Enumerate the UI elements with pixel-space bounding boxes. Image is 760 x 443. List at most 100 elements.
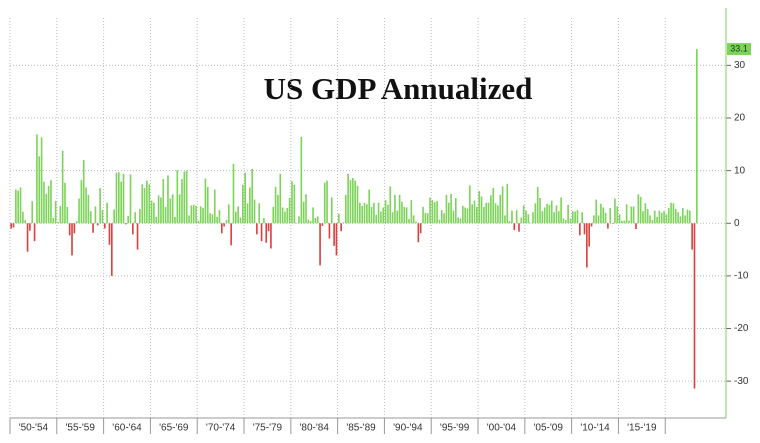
bar bbox=[284, 211, 286, 224]
bar bbox=[600, 203, 602, 224]
bar bbox=[359, 202, 361, 224]
bar bbox=[445, 194, 448, 224]
bar bbox=[651, 220, 654, 224]
bar bbox=[525, 210, 527, 224]
last-value-label: 33.1 bbox=[730, 43, 748, 53]
bar bbox=[171, 194, 174, 224]
bar bbox=[681, 208, 684, 224]
bar bbox=[120, 181, 122, 224]
bar bbox=[576, 210, 579, 224]
bar bbox=[293, 184, 296, 224]
bar bbox=[522, 205, 525, 224]
bar bbox=[553, 212, 555, 224]
bar bbox=[637, 194, 640, 224]
bar bbox=[211, 214, 214, 224]
bar bbox=[225, 220, 228, 224]
bar bbox=[609, 208, 612, 224]
x-tick-label: '85-'89 bbox=[346, 423, 376, 434]
bar bbox=[476, 206, 478, 224]
x-tick-label: '10-'14 bbox=[580, 423, 610, 434]
bar bbox=[183, 171, 186, 224]
bar bbox=[396, 210, 399, 224]
bar bbox=[361, 205, 364, 224]
bar bbox=[632, 206, 635, 224]
bar bbox=[52, 218, 55, 224]
bar bbox=[534, 203, 537, 224]
bar bbox=[635, 223, 637, 230]
bar bbox=[457, 217, 459, 224]
bar bbox=[185, 170, 188, 224]
bar bbox=[101, 210, 104, 224]
bar bbox=[464, 207, 466, 224]
bar bbox=[216, 216, 218, 224]
bar bbox=[471, 204, 473, 224]
bar bbox=[527, 214, 530, 224]
bar bbox=[579, 223, 581, 236]
bar bbox=[377, 202, 380, 224]
bar bbox=[190, 205, 193, 224]
bar bbox=[295, 223, 298, 224]
x-tick-label: '50-'54 bbox=[19, 423, 49, 434]
bar bbox=[487, 202, 490, 224]
bar bbox=[473, 200, 476, 224]
bar bbox=[312, 207, 314, 224]
bar bbox=[57, 222, 59, 224]
y-tick-label: 10 bbox=[734, 165, 746, 176]
bar bbox=[604, 212, 607, 224]
bar bbox=[581, 212, 583, 224]
bar bbox=[426, 213, 429, 224]
bar bbox=[469, 185, 471, 224]
bar bbox=[232, 163, 235, 224]
bar bbox=[412, 215, 415, 224]
bar bbox=[368, 189, 371, 224]
bar bbox=[106, 202, 108, 224]
bar bbox=[433, 202, 436, 224]
bar bbox=[300, 136, 303, 224]
bar bbox=[288, 198, 291, 224]
bar bbox=[461, 205, 464, 224]
bar bbox=[653, 210, 656, 224]
bar bbox=[251, 169, 254, 224]
bar bbox=[87, 194, 90, 224]
bar bbox=[691, 223, 693, 250]
bar bbox=[47, 185, 50, 224]
y-tick-label: -30 bbox=[734, 376, 749, 387]
bar bbox=[235, 211, 237, 224]
bar bbox=[155, 216, 158, 224]
x-tick-label: '55-'59 bbox=[66, 423, 96, 434]
bar bbox=[352, 178, 354, 224]
bar bbox=[274, 186, 277, 224]
bar bbox=[19, 187, 22, 224]
bar bbox=[64, 182, 66, 224]
bar bbox=[583, 223, 586, 235]
bar bbox=[24, 220, 27, 224]
bar bbox=[424, 212, 427, 224]
bar bbox=[541, 211, 544, 224]
bar bbox=[321, 223, 324, 226]
bar bbox=[263, 218, 265, 224]
bar bbox=[258, 203, 261, 224]
bar bbox=[494, 203, 497, 224]
bar bbox=[36, 134, 38, 224]
bar bbox=[178, 194, 181, 224]
bar bbox=[314, 218, 317, 224]
bar bbox=[199, 206, 202, 224]
bar bbox=[10, 223, 12, 229]
bar bbox=[160, 197, 162, 224]
bar bbox=[146, 180, 148, 224]
bar bbox=[71, 223, 73, 256]
bar bbox=[78, 198, 80, 224]
bar bbox=[195, 205, 197, 224]
bar bbox=[543, 207, 546, 224]
bar bbox=[438, 219, 441, 224]
bar bbox=[127, 215, 129, 224]
bar bbox=[148, 184, 151, 224]
bar bbox=[174, 216, 176, 224]
bar bbox=[674, 209, 677, 224]
bar bbox=[419, 223, 422, 234]
bar bbox=[415, 221, 417, 224]
bar bbox=[307, 219, 310, 224]
x-tick-label: '05-'09 bbox=[534, 423, 564, 434]
bar bbox=[94, 206, 97, 224]
bar bbox=[61, 150, 64, 224]
